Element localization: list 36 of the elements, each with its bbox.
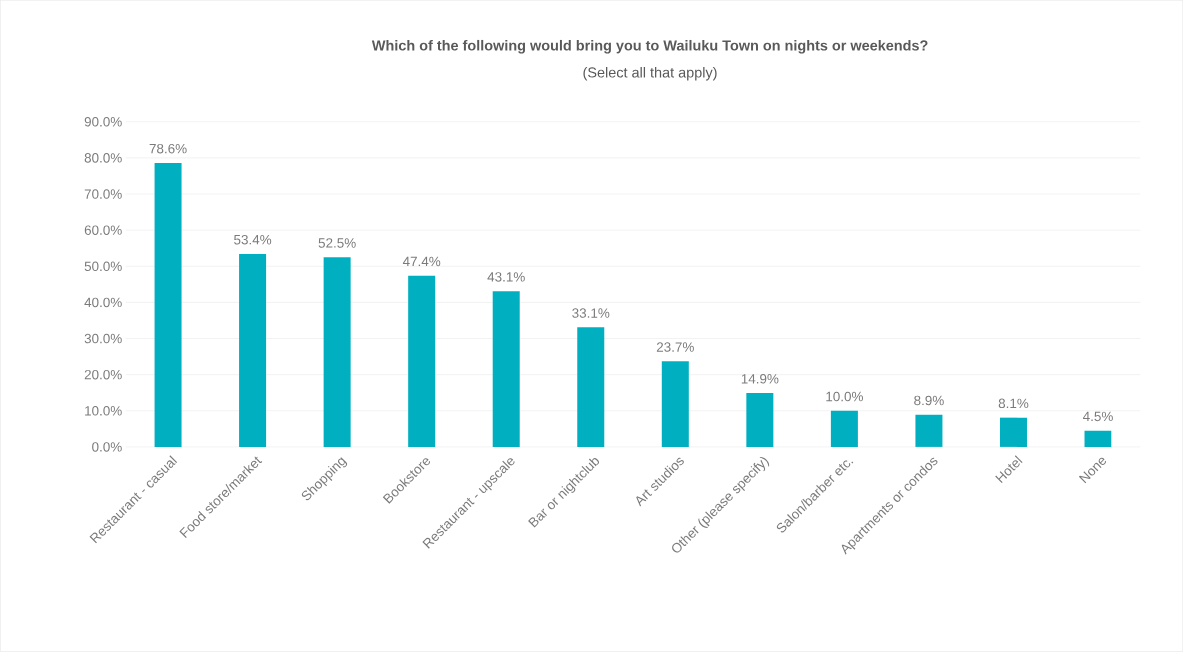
data-label: 23.7%	[656, 342, 694, 352]
data-label: 52.5%	[318, 238, 356, 248]
bar	[154, 163, 182, 448]
y-tick-label: 30.0%	[84, 333, 122, 344]
y-tick-label: 10.0%	[85, 406, 122, 416]
data-label: 8.9%	[914, 395, 944, 406]
data-label: 8.1%	[998, 398, 1029, 409]
y-tick-label: 80.0%	[84, 153, 122, 163]
bar	[1084, 430, 1112, 448]
y-tick-label: 60.0%	[84, 225, 122, 236]
data-label: 53.4%	[234, 235, 272, 245]
y-tick-label: 20.0%	[84, 370, 122, 380]
chart-subtitle: (Select all that apply)	[583, 67, 717, 81]
y-tick-label: 0.0%	[92, 442, 122, 452]
data-label: 4.5%	[1082, 411, 1113, 422]
data-label: 47.4%	[402, 256, 441, 267]
bar	[915, 414, 943, 448]
bar	[239, 254, 267, 448]
y-tick-label: 50.0%	[84, 261, 122, 272]
bar	[999, 417, 1027, 448]
y-tick-label: 70.0%	[84, 189, 122, 199]
bar	[408, 275, 436, 448]
bar	[830, 410, 858, 448]
data-label: 14.9%	[741, 374, 779, 384]
bar	[577, 327, 605, 448]
bar	[323, 257, 351, 448]
y-tick-label: 40.0%	[84, 297, 122, 308]
data-label: 33.1%	[572, 308, 610, 318]
chart-title: Which of the following would bring you to Wailuku Town on nights or weekends?	[371, 40, 928, 54]
bar	[492, 291, 520, 448]
data-label: 43.1%	[487, 272, 525, 282]
bar	[661, 361, 689, 448]
data-label: 78.6%	[149, 144, 187, 154]
y-tick-label: 90.0%	[84, 117, 122, 127]
data-label: 10.0%	[826, 391, 863, 402]
bar	[746, 393, 774, 448]
